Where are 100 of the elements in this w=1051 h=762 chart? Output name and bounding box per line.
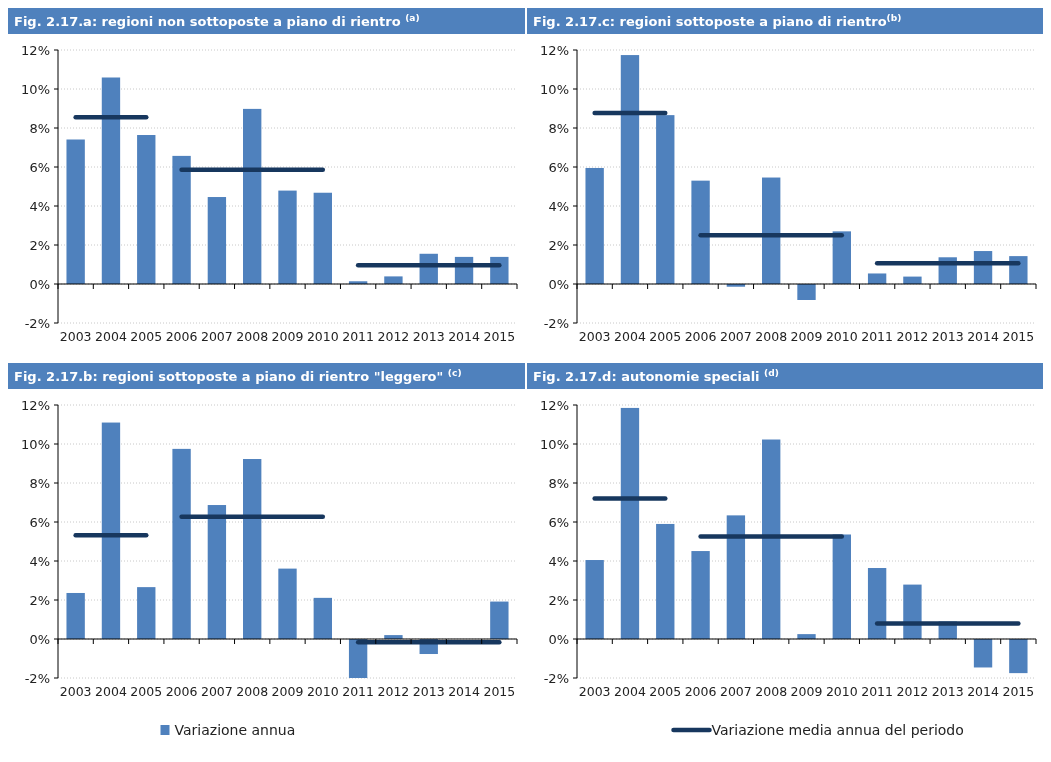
y-tick-label: 2% bbox=[29, 237, 50, 253]
x-tick-label: 2011 bbox=[861, 329, 894, 344]
bar bbox=[207, 197, 227, 284]
y-tick-label: 4% bbox=[29, 198, 50, 214]
bar bbox=[762, 177, 781, 284]
y-tick-label: 10% bbox=[540, 81, 569, 97]
bar bbox=[490, 601, 509, 639]
x-tick-label: 2003 bbox=[578, 329, 611, 344]
bar bbox=[278, 568, 297, 639]
x-tick-label: 2011 bbox=[342, 684, 375, 699]
chart-title: Fig. 2.17.d: autonomie speciali $^{(d)}$ bbox=[533, 368, 779, 384]
bar bbox=[620, 407, 640, 639]
bar bbox=[585, 167, 604, 284]
x-tick-label: 2005 bbox=[649, 329, 682, 344]
x-tick-label: 2007 bbox=[200, 684, 233, 699]
bar bbox=[1009, 639, 1028, 674]
x-tick-label: 2014 bbox=[967, 684, 999, 699]
x-tick-label: 2010 bbox=[306, 329, 339, 344]
y-tick-label: -2% bbox=[543, 315, 569, 331]
x-tick-label: 2006 bbox=[165, 684, 198, 699]
x-tick-label: 2007 bbox=[719, 329, 752, 344]
x-tick-label: 2013 bbox=[412, 684, 445, 699]
x-tick-label: 2008 bbox=[755, 329, 788, 344]
bar bbox=[101, 77, 121, 284]
y-tick-label: 2% bbox=[548, 237, 569, 253]
x-tick-label: 2009 bbox=[790, 684, 823, 699]
bar bbox=[832, 534, 851, 639]
bar bbox=[243, 108, 262, 284]
x-tick-label: 2006 bbox=[684, 329, 717, 344]
x-tick-label: 2013 bbox=[412, 329, 445, 344]
x-tick-label: 2005 bbox=[649, 684, 682, 699]
y-tick-label: 6% bbox=[548, 514, 569, 530]
bar bbox=[384, 276, 403, 284]
x-tick-label: 2009 bbox=[790, 329, 823, 344]
y-tick-label: 6% bbox=[548, 159, 569, 175]
x-tick-label: 2008 bbox=[236, 684, 269, 699]
bar bbox=[137, 135, 156, 284]
x-tick-label: 2012 bbox=[896, 329, 929, 344]
x-tick-label: 2005 bbox=[130, 329, 163, 344]
x-tick-label: 2006 bbox=[684, 684, 717, 699]
y-tick-label: 12% bbox=[540, 397, 569, 413]
x-tick-label: 2015 bbox=[1002, 684, 1035, 699]
y-tick-label: 8% bbox=[548, 120, 569, 136]
y-tick-label: 12% bbox=[540, 42, 569, 58]
bar bbox=[207, 505, 227, 639]
x-tick-label: 2004 bbox=[614, 329, 646, 344]
x-tick-label: 2006 bbox=[165, 329, 198, 344]
bar bbox=[973, 639, 993, 668]
y-tick-label: 0% bbox=[29, 276, 50, 292]
x-tick-label: 2012 bbox=[377, 684, 410, 699]
bar bbox=[656, 115, 675, 284]
x-tick-label: 2015 bbox=[483, 684, 516, 699]
bar bbox=[313, 192, 332, 284]
x-tick-label: 2015 bbox=[483, 329, 516, 344]
chart-title: Fig. 2.17.b: regioni sottoposte a piano di rientro "leggero" $^{(c)}$ bbox=[14, 368, 462, 384]
y-tick-label: 0% bbox=[548, 276, 569, 292]
x-tick-label: 2014 bbox=[448, 329, 480, 344]
bar bbox=[66, 139, 85, 284]
bar bbox=[903, 584, 922, 639]
y-tick-label: -2% bbox=[24, 670, 50, 686]
x-tick-label: 2003 bbox=[59, 329, 92, 344]
y-tick-label: 10% bbox=[540, 436, 569, 452]
y-tick-label: 0% bbox=[548, 631, 569, 647]
y-tick-label: 6% bbox=[29, 159, 50, 175]
legend-label: Variazione media annua del periodo bbox=[711, 721, 964, 738]
y-tick-label: 10% bbox=[21, 81, 50, 97]
bar bbox=[313, 597, 332, 639]
y-tick-label: 12% bbox=[21, 397, 50, 413]
y-tick-label: -2% bbox=[543, 670, 569, 686]
y-tick-label: 8% bbox=[29, 120, 50, 136]
x-tick-label: 2007 bbox=[200, 329, 233, 344]
x-tick-label: 2009 bbox=[271, 684, 304, 699]
bar bbox=[656, 523, 675, 639]
y-tick-label: -2% bbox=[24, 315, 50, 331]
bar bbox=[832, 231, 851, 284]
x-tick-label: 2004 bbox=[95, 329, 127, 344]
y-tick-label: 4% bbox=[548, 198, 569, 214]
legend-label: Variazione annua bbox=[174, 721, 296, 738]
bar bbox=[137, 587, 156, 639]
y-tick-label: 2% bbox=[548, 592, 569, 608]
x-tick-label: 2014 bbox=[967, 329, 999, 344]
x-tick-label: 2010 bbox=[306, 684, 339, 699]
chart-title: Fig. 2.17.c: regioni sottoposte a piano di rientro$^{(b)}$ bbox=[533, 13, 902, 29]
bar bbox=[172, 155, 191, 284]
x-tick-label: 2012 bbox=[377, 329, 410, 344]
chart-title: Fig. 2.17.a: regioni non sottoposte a piano di rientro $^{(a)}$ bbox=[14, 13, 420, 29]
y-tick-label: 2% bbox=[29, 592, 50, 608]
y-tick-label: 8% bbox=[29, 475, 50, 491]
x-tick-label: 2014 bbox=[448, 684, 480, 699]
x-tick-label: 2010 bbox=[825, 684, 858, 699]
x-tick-label: 2013 bbox=[931, 329, 964, 344]
x-tick-label: 2004 bbox=[95, 684, 127, 699]
x-tick-label: 2013 bbox=[931, 684, 964, 699]
bar bbox=[620, 55, 640, 284]
bar bbox=[172, 448, 191, 639]
bar bbox=[867, 273, 887, 284]
bar bbox=[797, 284, 816, 300]
bar bbox=[101, 422, 121, 639]
bar bbox=[726, 515, 746, 639]
y-tick-label: 4% bbox=[548, 553, 569, 569]
